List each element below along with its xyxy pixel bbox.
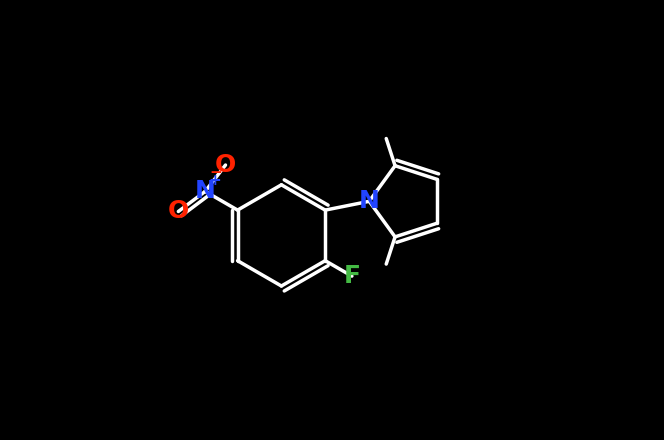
- Text: F: F: [343, 264, 361, 288]
- Text: N: N: [195, 180, 216, 203]
- Text: O: O: [215, 153, 236, 177]
- Text: −: −: [209, 165, 222, 180]
- Text: N: N: [359, 189, 380, 213]
- Text: +: +: [208, 173, 221, 188]
- Text: O: O: [168, 199, 189, 224]
